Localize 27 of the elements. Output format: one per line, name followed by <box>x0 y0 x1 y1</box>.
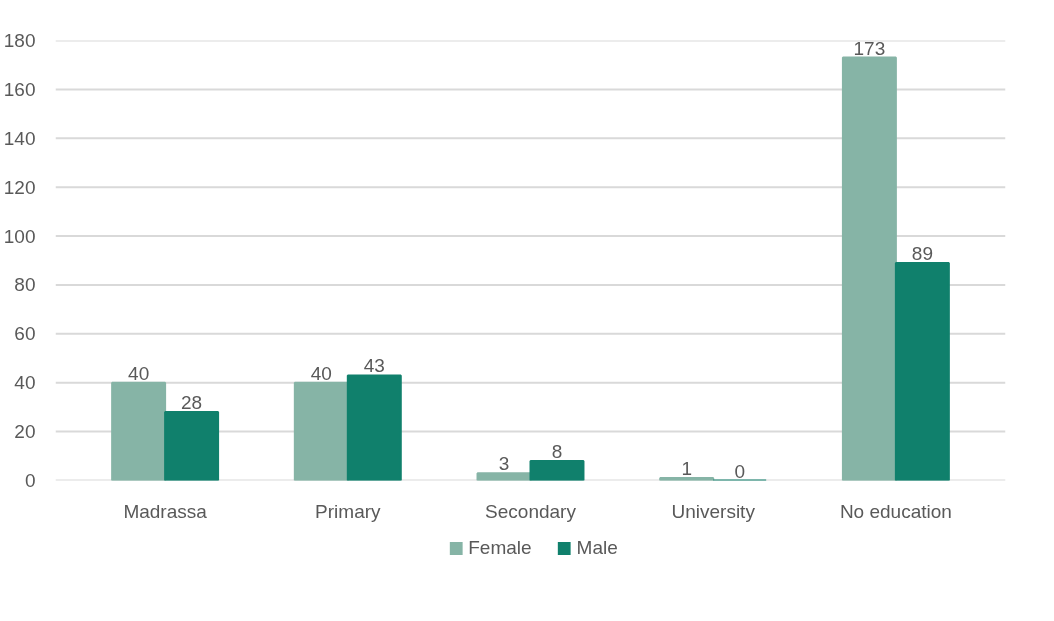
x-tick-label: Primary <box>315 500 382 522</box>
x-tick-label: Secondary <box>485 500 577 522</box>
y-tick-label: 180 <box>3 30 36 51</box>
y-tick-label: 80 <box>14 274 36 296</box>
data-label: 173 <box>853 37 886 59</box>
data-label: 89 <box>911 242 933 264</box>
x-tick-label: University <box>671 500 756 522</box>
data-label: 40 <box>310 362 332 384</box>
y-tick-label: 60 <box>14 323 36 345</box>
data-label: 0 <box>734 460 745 482</box>
x-tick-label: No education <box>839 500 952 522</box>
y-tick-label: 0 <box>24 470 36 491</box>
x-tick-label: Madrassa <box>123 500 208 522</box>
y-tick-label: 120 <box>3 176 36 198</box>
y-tick-label: 160 <box>3 78 36 100</box>
y-tick-label: 20 <box>14 421 36 443</box>
legend-label: Female <box>468 537 532 559</box>
data-label: 3 <box>498 453 510 475</box>
legend-label: Male <box>576 537 618 559</box>
y-tick-label: 40 <box>14 372 36 394</box>
data-label: 8 <box>551 440 563 462</box>
data-label: 43 <box>363 355 385 377</box>
y-tick-label: 140 <box>3 127 36 149</box>
y-tick-label: 100 <box>3 225 36 247</box>
data-label: 40 <box>128 362 150 384</box>
data-label: 1 <box>681 458 692 480</box>
data-label: 28 <box>181 392 203 414</box>
